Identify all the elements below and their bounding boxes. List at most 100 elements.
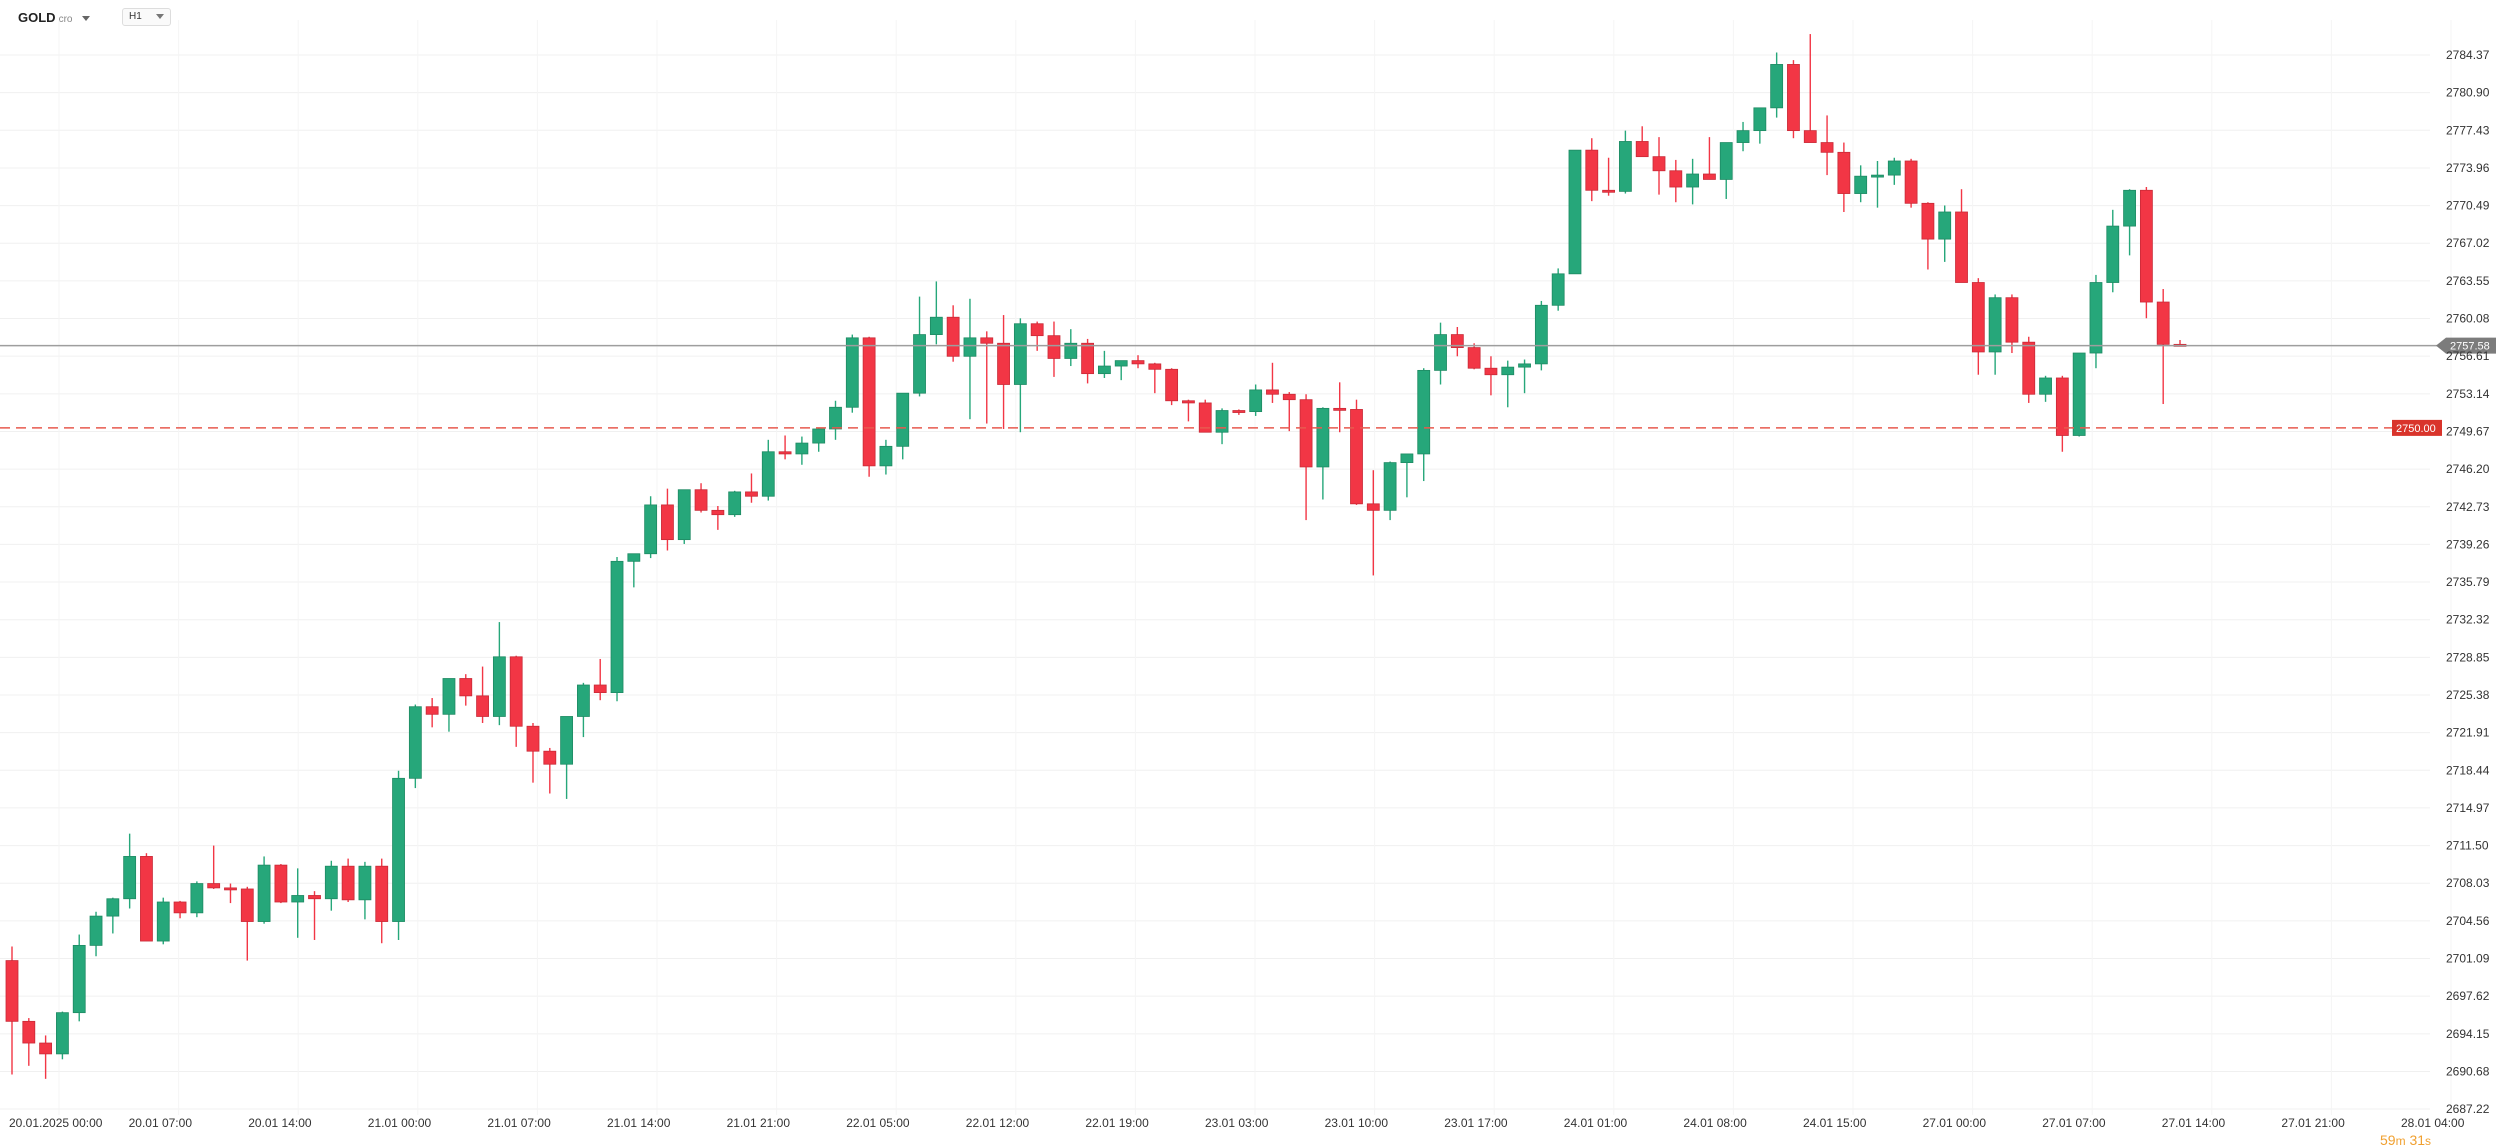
time-tick-label: 23.01 10:00: [1325, 1116, 1389, 1130]
candle-up: [56, 1011, 69, 1060]
price-tick-label: 2742.73: [2446, 500, 2490, 514]
price-tick-label: 2687.22: [2446, 1102, 2490, 1116]
time-tick-label: 22.01 05:00: [846, 1116, 910, 1130]
candle-body: [711, 509, 725, 516]
candle-up: [795, 436, 809, 465]
price-tick-label: 2704.56: [2446, 914, 2490, 928]
candle-body: [778, 451, 792, 455]
candle-body: [1803, 130, 1817, 143]
candle-body: [1400, 453, 1414, 464]
candle-down: [341, 858, 355, 902]
candle-up: [829, 400, 842, 440]
candle-body: [1366, 503, 1380, 511]
candle-up: [1736, 121, 1750, 152]
candle-body: [341, 865, 355, 901]
candle-down: [1182, 399, 1195, 422]
price-tick-label: 2714.97: [2446, 801, 2490, 815]
time-tick-label: 27.01 14:00: [2162, 1116, 2226, 1130]
candle-down: [745, 473, 758, 503]
time-tick-label: 22.01 19:00: [1085, 1116, 1149, 1130]
candle-down: [1266, 362, 1279, 403]
candle-body: [761, 451, 775, 497]
candle-down: [1450, 326, 1464, 357]
candle-body: [224, 887, 237, 891]
candle-up: [913, 296, 926, 397]
candle-body: [526, 725, 540, 752]
candle-down: [1047, 321, 1061, 377]
symbol-name: GOLD: [18, 10, 56, 25]
candle-up: [291, 868, 305, 938]
candle-down: [694, 483, 708, 513]
candle-down: [308, 891, 321, 940]
time-tick-label: 24.01 15:00: [1803, 1116, 1867, 1130]
time-tick-label: 20.01 14:00: [248, 1116, 312, 1130]
price-tick-label: 2721.91: [2446, 726, 2490, 740]
candle-down: [509, 655, 523, 747]
candle-up: [963, 298, 977, 420]
candle-down: [140, 853, 153, 942]
candle-body: [22, 1020, 36, 1044]
candle-body: [1652, 156, 1666, 172]
candle-down: [980, 331, 994, 424]
candle-up: [812, 427, 826, 452]
symbol-selector[interactable]: GOLD cro: [18, 10, 91, 25]
time-tick-label: 21.01 21:00: [727, 1116, 791, 1130]
candle-body: [1098, 365, 1111, 375]
candle-body: [577, 684, 590, 717]
price-tick-label: 2694.15: [2446, 1027, 2490, 1041]
candle-body: [1602, 189, 1615, 193]
price-tick-label: 2763.55: [2446, 274, 2490, 288]
candle-body: [2139, 189, 2153, 303]
price-tick-label: 2711.50: [2446, 839, 2489, 853]
price-tick-label: 2718.44: [2446, 763, 2490, 777]
candle-body: [2022, 341, 2036, 395]
time-tick-label: 20.01.2025 00:00: [9, 1116, 103, 1130]
candle-body: [1921, 202, 1935, 240]
candle-down: [946, 305, 960, 362]
candle-body: [291, 895, 305, 903]
candle-body: [173, 901, 187, 914]
candle-body: [1467, 347, 1481, 369]
candle-body: [274, 864, 288, 903]
price-tick-label: 2773.96: [2446, 161, 2490, 175]
candle-body: [1417, 369, 1431, 455]
candle-body: [593, 684, 607, 694]
price-tick-label: 2767.02: [2446, 236, 2490, 250]
candle-up: [89, 911, 103, 957]
candle-up: [257, 856, 271, 924]
time-tick-label: 21.01 14:00: [607, 1116, 671, 1130]
candle-body: [1013, 323, 1027, 385]
candle-body: [1635, 141, 1649, 158]
candle-body: [1215, 410, 1229, 433]
candle-body: [1854, 175, 1868, 194]
candle-down: [778, 435, 792, 460]
candle-body: [1686, 173, 1700, 188]
candle-up: [358, 861, 372, 920]
timeframe-selector[interactable]: H1: [122, 8, 171, 26]
candle-down: [1131, 355, 1145, 369]
candle-body: [39, 1042, 53, 1055]
candle-body: [1081, 342, 1094, 375]
candle-body: [946, 316, 960, 357]
candle-up: [1518, 359, 1531, 394]
candle-up: [1383, 461, 1397, 521]
candles-layer: [5, 34, 2187, 1079]
time-axis[interactable]: 20.01.2025 00:00 20.01 07:00 20.01 14:00 21…: [9, 1116, 2465, 1130]
candle-body: [812, 428, 826, 444]
candle-body: [1703, 173, 1716, 180]
time-tick-label: 27.01 21:00: [2281, 1116, 2345, 1130]
candle-body: [1131, 360, 1145, 365]
candle-down: [240, 886, 254, 961]
candle-up: [728, 490, 742, 517]
candle-body: [156, 901, 170, 942]
candle-down: [1635, 126, 1649, 158]
candle-body: [1148, 363, 1162, 370]
candle-up: [761, 439, 775, 501]
candle-up: [156, 897, 170, 945]
candle-up: [577, 682, 590, 738]
candle-body: [862, 337, 876, 467]
price-axis[interactable]: 2784.37 2780.90 2777.43 2773.96 2770.49 2767.…: [2446, 48, 2490, 1116]
candle-up: [1719, 142, 1733, 199]
candle-up: [492, 622, 506, 726]
